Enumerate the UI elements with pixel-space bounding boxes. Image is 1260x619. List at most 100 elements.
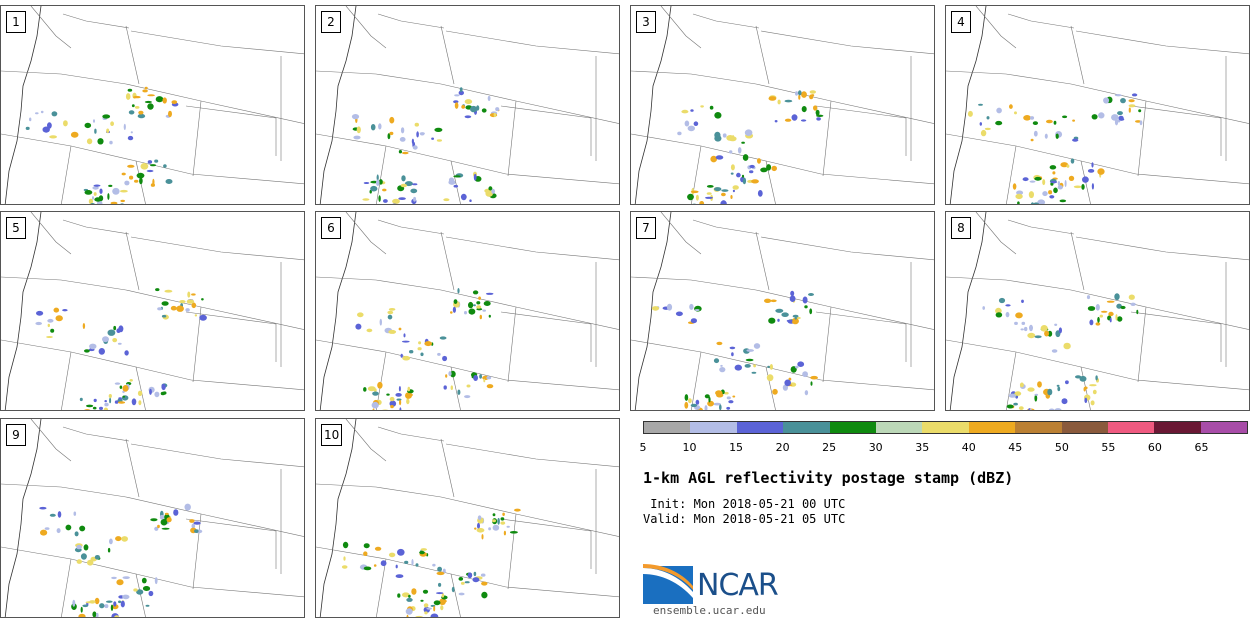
reflectivity-echo xyxy=(114,400,119,404)
reflectivity-echo xyxy=(468,301,474,309)
reflectivity-echo xyxy=(506,525,510,528)
reflectivity-echo xyxy=(176,305,184,312)
reflectivity-echo xyxy=(423,603,429,608)
reflectivity-echo xyxy=(388,552,396,558)
reflectivity-echo xyxy=(804,305,808,309)
reflectivity-echo xyxy=(690,190,699,194)
reflectivity-echo xyxy=(1049,195,1055,199)
reflectivity-echo xyxy=(979,122,982,126)
reflectivity-echo xyxy=(186,299,195,304)
reflectivity-echo xyxy=(450,311,453,314)
reflectivity-echo xyxy=(726,135,734,141)
reflectivity-echo xyxy=(162,97,167,104)
reflectivity-echo xyxy=(56,528,61,534)
reflectivity-echo xyxy=(491,188,495,194)
reflectivity-echo xyxy=(140,163,149,170)
reflectivity-echo xyxy=(774,120,778,123)
state-border xyxy=(631,133,822,175)
reflectivity-echo xyxy=(383,199,388,203)
reflectivity-echo xyxy=(1055,133,1059,139)
reflectivity-echo xyxy=(1062,115,1068,119)
reflectivity-echo xyxy=(453,100,459,104)
reflectivity-echo xyxy=(472,290,479,295)
state-border xyxy=(1007,219,1075,235)
reflectivity-echo xyxy=(362,198,370,201)
reflectivity-echo xyxy=(694,309,700,311)
reflectivity-echo xyxy=(693,121,699,126)
reflectivity-echo xyxy=(371,401,379,409)
reflectivity-echo xyxy=(503,530,506,536)
reflectivity-echo xyxy=(995,307,1002,314)
reflectivity-echo xyxy=(1051,349,1058,353)
reflectivity-echo xyxy=(415,563,419,567)
reflectivity-echo xyxy=(138,110,144,115)
reflectivity-echo xyxy=(134,106,140,109)
reflectivity-echo xyxy=(415,615,423,617)
reflectivity-echo xyxy=(728,400,734,404)
state-border xyxy=(192,513,202,590)
reflectivity-echo xyxy=(1090,400,1095,406)
reflectivity-echo xyxy=(187,291,191,298)
reflectivity-echo xyxy=(777,99,781,105)
reflectivity-echo xyxy=(154,159,159,163)
state-border xyxy=(692,13,760,29)
reflectivity-echo xyxy=(373,564,377,567)
reflectivity-echo xyxy=(695,194,699,201)
member-label: 4 xyxy=(951,11,971,33)
reflectivity-echo xyxy=(452,306,456,313)
reflectivity-echo xyxy=(751,371,757,374)
state-border xyxy=(190,586,304,598)
reflectivity-echo xyxy=(736,172,741,178)
state-border xyxy=(760,30,934,55)
coastline xyxy=(319,6,357,204)
reflectivity-echo xyxy=(802,371,808,378)
reflectivity-echo xyxy=(122,385,129,392)
state-border xyxy=(345,212,387,255)
reflectivity-echo xyxy=(500,517,505,521)
reflectivity-echo xyxy=(1115,314,1118,321)
reflectivity-echo xyxy=(148,590,154,597)
reflectivity-echo xyxy=(1032,121,1038,125)
reflectivity-echo xyxy=(107,329,116,336)
member-label: 6 xyxy=(321,217,341,239)
reflectivity-echo xyxy=(1128,99,1135,103)
reflectivity-echo xyxy=(353,135,361,140)
map-canvas xyxy=(316,212,619,410)
member-panel-10: 10 xyxy=(315,418,620,618)
reflectivity-echo xyxy=(810,381,813,386)
state-border xyxy=(820,173,934,185)
reflectivity-echo xyxy=(439,599,447,603)
reflectivity-echo xyxy=(464,581,470,584)
reflectivity-echo xyxy=(492,513,496,517)
reflectivity-echo xyxy=(454,102,459,109)
reflectivity-echo xyxy=(464,99,473,105)
reflectivity-echo xyxy=(199,314,207,321)
colorbar-tick-label: 35 xyxy=(915,441,930,454)
reflectivity-echo xyxy=(122,594,130,600)
member-panel-8: 8 xyxy=(945,211,1250,411)
init-time: Init: Mon 2018-05-21 00 UTC xyxy=(643,497,846,511)
reflectivity-echo xyxy=(436,592,444,595)
state-border xyxy=(30,212,72,255)
reflectivity-echo xyxy=(436,139,442,142)
reflectivity-echo xyxy=(79,397,83,402)
reflectivity-echo xyxy=(721,189,729,192)
reflectivity-echo xyxy=(163,164,167,168)
reflectivity-echo xyxy=(63,120,68,127)
reflectivity-echo xyxy=(412,145,418,150)
state-border xyxy=(1080,160,1091,204)
state-border xyxy=(500,518,592,569)
colorbar-segment xyxy=(1200,422,1248,433)
coastline xyxy=(949,212,987,410)
colorbar-tick-label: 50 xyxy=(1054,441,1069,454)
reflectivity-echo xyxy=(1018,406,1024,410)
reflectivity-echo xyxy=(137,390,143,396)
map-canvas xyxy=(1,419,304,617)
reflectivity-echo xyxy=(810,375,818,380)
reflectivity-echo xyxy=(1034,176,1042,181)
reflectivity-echo xyxy=(707,400,714,407)
map-canvas xyxy=(631,212,934,410)
reflectivity-echo xyxy=(191,293,196,296)
reflectivity-echo xyxy=(366,328,373,333)
state-border xyxy=(660,212,702,255)
